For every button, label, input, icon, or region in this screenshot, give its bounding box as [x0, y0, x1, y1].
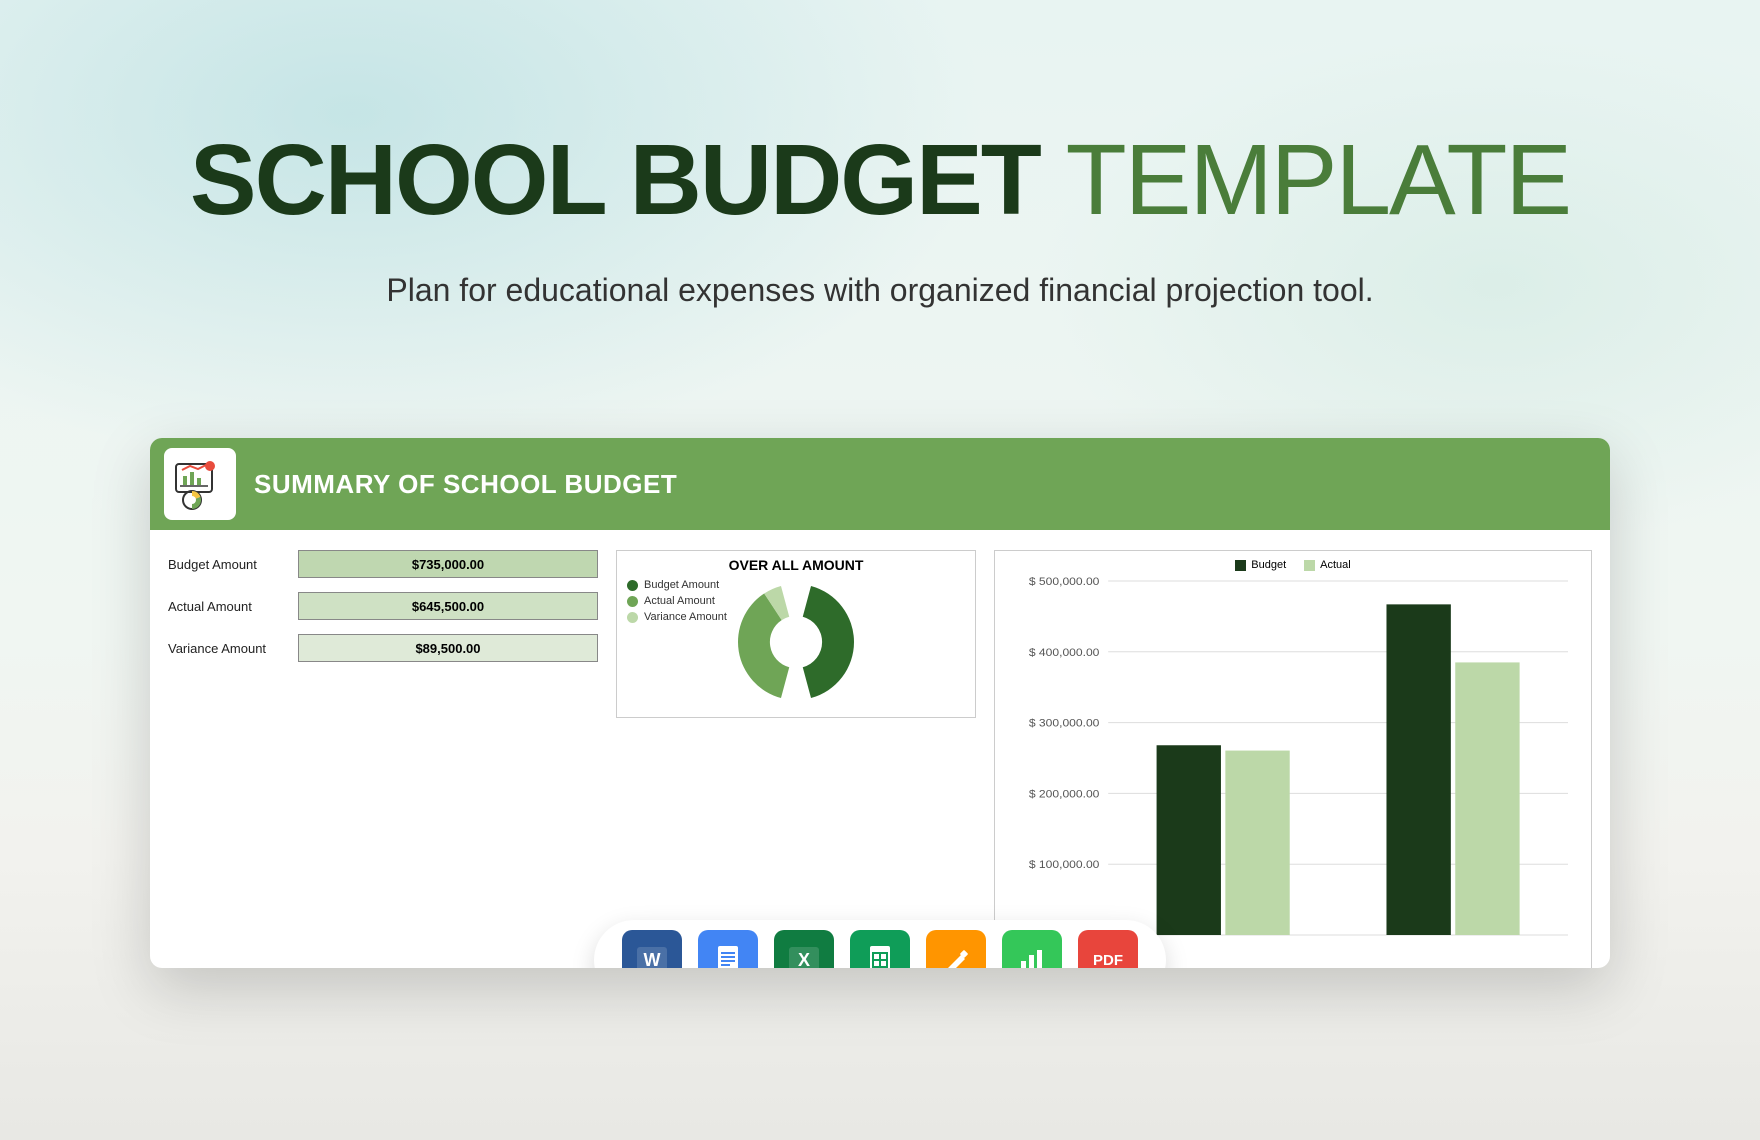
svg-text:$ 500,000.00: $ 500,000.00	[1029, 577, 1100, 588]
format-bar: W X PDF	[594, 920, 1166, 968]
amount-row-actual: Actual Amount $645,500.00	[168, 592, 598, 620]
budget-label: Budget Amount	[168, 557, 298, 572]
amount-row-variance: Variance Amount $89,500.00	[168, 634, 598, 662]
actual-value-box: $645,500.00	[298, 592, 598, 620]
svg-text:$ 300,000.00: $ 300,000.00	[1029, 718, 1100, 729]
donut-title: OVER ALL AMOUNT	[627, 557, 965, 573]
donut-chart-card: OVER ALL AMOUNT Budget Amount Actual Amou…	[616, 550, 976, 718]
svg-text:X: X	[798, 950, 810, 968]
variance-label: Variance Amount	[168, 641, 298, 656]
hero-section: SCHOOL BUDGET TEMPLATE Plan for educatio…	[0, 0, 1760, 309]
title-light: TEMPLATE	[1066, 124, 1570, 236]
format-icon-pdf[interactable]: PDF	[1078, 930, 1138, 968]
card-content: Budget Amount $735,000.00 Actual Amount …	[150, 530, 1610, 968]
page-title: SCHOOL BUDGET TEMPLATE	[0, 130, 1760, 230]
bar-legend-item: Actual	[1304, 559, 1351, 571]
donut-legend: Budget Amount Actual Amount Variance Amoun…	[627, 579, 727, 627]
donut-legend-item: Actual Amount	[627, 595, 727, 607]
variance-value-box: $89,500.00	[298, 634, 598, 662]
bar-chart-card: BudgetActual $ -$ 100,000.00$ 200,000.00…	[994, 550, 1592, 968]
format-icon-numbers[interactable]	[1002, 930, 1062, 968]
bar-legend: Budget Actual	[1007, 559, 1579, 571]
format-icon-pages[interactable]	[926, 930, 986, 968]
donut-legend-item: Budget Amount	[627, 579, 727, 591]
format-icon-excel[interactable]: X	[774, 930, 834, 968]
svg-text:$ 400,000.00: $ 400,000.00	[1029, 647, 1100, 658]
page-subtitle: Plan for educational expenses with organ…	[0, 272, 1760, 309]
amount-row-budget: Budget Amount $735,000.00	[168, 550, 598, 578]
amounts-column: Budget Amount $735,000.00 Actual Amount …	[168, 550, 598, 968]
template-preview-card: SUMMARY OF SCHOOL BUDGET Budget Amount $…	[150, 438, 1610, 968]
donut-legend-item: Variance Amount	[627, 611, 727, 623]
title-bold: SCHOOL BUDGET	[190, 124, 1040, 236]
svg-text:$ 200,000.00: $ 200,000.00	[1029, 789, 1100, 800]
svg-text:W: W	[644, 950, 661, 968]
bar-legend-item: Budget	[1235, 559, 1286, 571]
card-banner: SUMMARY OF SCHOOL BUDGET	[150, 438, 1610, 530]
format-icon-word[interactable]: W	[622, 930, 682, 968]
svg-text:$ 100,000.00: $ 100,000.00	[1029, 860, 1100, 871]
format-icon-gsheets[interactable]	[850, 930, 910, 968]
dashboard-icon	[164, 448, 236, 520]
budget-value-box: $735,000.00	[298, 550, 598, 578]
actual-label: Actual Amount	[168, 599, 298, 614]
bar-chart: $ -$ 100,000.00$ 200,000.00$ 300,000.00$…	[1007, 577, 1579, 957]
format-icon-gdocs[interactable]	[698, 930, 758, 968]
banner-title: SUMMARY OF SCHOOL BUDGET	[254, 469, 677, 500]
